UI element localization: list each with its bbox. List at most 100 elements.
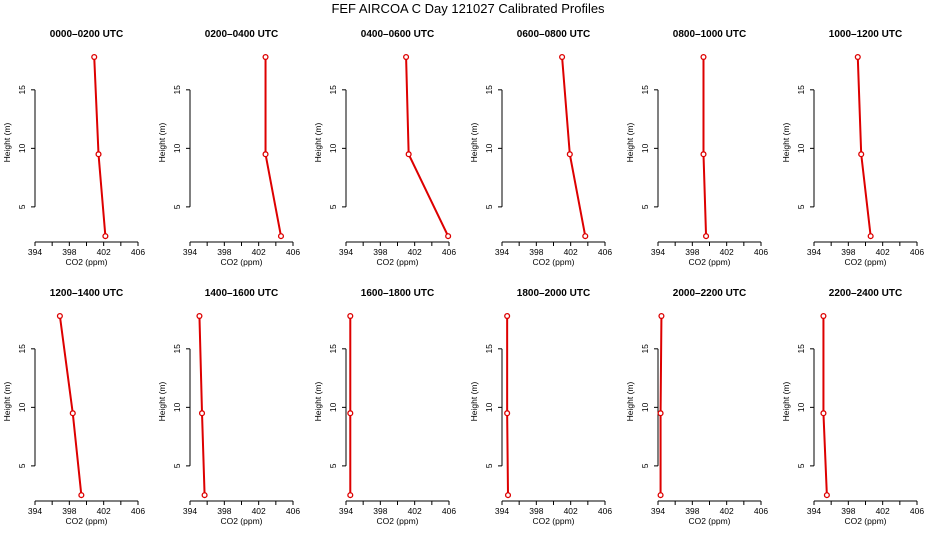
x-axis-label: CO2 (ppm) <box>220 516 262 526</box>
profile-line <box>822 316 828 496</box>
x-axis-label: CO2 (ppm) <box>65 516 107 526</box>
data-point <box>196 312 203 320</box>
data-point <box>820 312 827 320</box>
figure-title: FEF AIRCOA C Day 121027 Calibrated Profi… <box>331 1 605 16</box>
x-tick-label: 398 <box>529 506 543 516</box>
x-tick-label: 394 <box>339 506 353 516</box>
panel-title: 0200–0400 UTC <box>205 29 278 40</box>
data-point <box>445 233 452 240</box>
x-tick-label: 398 <box>685 506 699 516</box>
x-tick-label: 406 <box>754 247 768 257</box>
x-tick-label: 402 <box>252 506 266 516</box>
x-axis-label: CO2 (ppm) <box>688 257 730 267</box>
x-axis-label: CO2 (ppm) <box>532 257 574 267</box>
y-tick-label: 5 <box>796 463 806 468</box>
data-point <box>95 151 102 158</box>
y-tick-label: 10 <box>640 402 650 412</box>
y-tick-label: 5 <box>640 463 650 468</box>
data-point <box>504 492 512 499</box>
profile-line <box>58 315 83 496</box>
y-tick-label: 10 <box>17 143 27 153</box>
y-tick-label: 5 <box>328 204 338 209</box>
y-tick-label: 15 <box>17 85 27 95</box>
x-tick-label: 398 <box>62 506 76 516</box>
profile-line <box>856 57 872 237</box>
data-point <box>78 492 85 499</box>
y-tick-label: 10 <box>172 143 182 153</box>
x-tick-label: 394 <box>183 247 197 257</box>
x-axis-label: CO2 (ppm) <box>844 516 886 526</box>
data-point <box>820 410 827 417</box>
y-tick-label: 10 <box>328 402 338 412</box>
x-tick-label: 394 <box>807 506 821 516</box>
data-point <box>91 53 98 61</box>
x-tick-label: 402 <box>97 506 111 516</box>
y-axis-label: Height (m) <box>469 382 479 422</box>
y-axis-label: Height (m) <box>625 382 635 422</box>
profile-line <box>93 57 107 237</box>
x-tick-label: 406 <box>598 247 612 257</box>
x-tick-label: 402 <box>252 247 266 257</box>
data-point <box>582 233 589 240</box>
data-point <box>700 53 707 61</box>
data-point <box>405 151 412 158</box>
x-axis-label: CO2 (ppm) <box>376 516 418 526</box>
y-tick-label: 10 <box>172 402 182 412</box>
y-tick-label: 15 <box>17 344 27 354</box>
x-tick-label: 398 <box>373 506 387 516</box>
data-point <box>403 53 410 61</box>
x-tick-label: 394 <box>28 247 42 257</box>
y-tick-label: 15 <box>484 344 494 354</box>
y-tick-label: 15 <box>640 344 650 354</box>
panel-title: 0800–1000 UTC <box>673 29 746 40</box>
x-tick-label: 406 <box>910 506 924 516</box>
x-tick-label: 394 <box>807 247 821 257</box>
profile-line <box>405 57 450 237</box>
x-tick-label: 394 <box>339 247 353 257</box>
data-point <box>347 410 354 417</box>
data-point <box>347 492 354 499</box>
x-tick-label: 406 <box>754 506 768 516</box>
y-tick-label: 5 <box>172 204 182 209</box>
x-tick-label: 406 <box>286 506 300 516</box>
data-point <box>566 151 573 158</box>
y-tick-label: 15 <box>172 85 182 95</box>
x-tick-label: 394 <box>651 247 665 257</box>
data-point <box>657 410 664 417</box>
y-tick-label: 10 <box>796 143 806 153</box>
x-tick-label: 398 <box>685 247 699 257</box>
panel-title: 1800–2000 UTC <box>517 288 590 299</box>
y-tick-label: 5 <box>796 204 806 209</box>
data-point <box>277 233 285 240</box>
x-tick-label: 398 <box>62 247 76 257</box>
x-tick-label: 406 <box>131 506 145 516</box>
panel-title: 0400–0600 UTC <box>361 29 434 40</box>
y-tick-label: 10 <box>640 143 650 153</box>
data-point <box>102 233 109 240</box>
y-axis-label: Height (m) <box>2 382 12 422</box>
y-axis-label: Height (m) <box>313 382 323 422</box>
y-tick-label: 5 <box>484 463 494 468</box>
x-axis-label: CO2 (ppm) <box>532 516 574 526</box>
x-axis-label: CO2 (ppm) <box>65 257 107 267</box>
x-tick-label: 402 <box>97 247 111 257</box>
y-tick-label: 10 <box>17 402 27 412</box>
data-point <box>703 233 710 240</box>
panel-title: 2000–2200 UTC <box>673 288 746 299</box>
x-tick-label: 394 <box>495 506 509 516</box>
y-axis-label: Height (m) <box>157 123 167 163</box>
data-point <box>504 312 511 320</box>
data-point <box>347 312 354 320</box>
panel-title: 1200–1400 UTC <box>50 288 123 299</box>
profile-line <box>198 316 206 496</box>
y-axis-label: Height (m) <box>781 382 791 422</box>
y-axis-label: Height (m) <box>469 123 479 163</box>
y-tick-label: 5 <box>17 204 27 209</box>
x-tick-label: 402 <box>564 506 578 516</box>
x-tick-label: 394 <box>495 247 509 257</box>
data-point <box>198 410 206 417</box>
y-tick-label: 15 <box>328 85 338 95</box>
y-tick-label: 5 <box>640 204 650 209</box>
x-axis-label: CO2 (ppm) <box>376 257 418 267</box>
